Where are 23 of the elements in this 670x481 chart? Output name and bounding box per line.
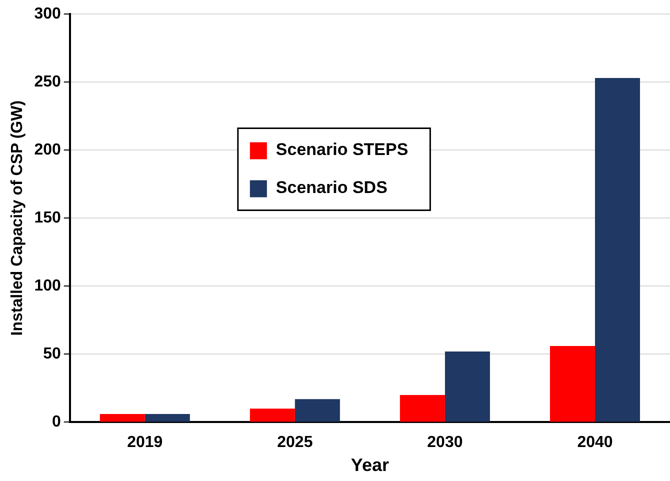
legend-label: Scenario SDS [276,178,388,197]
bar [550,346,595,422]
bar [294,399,340,422]
y-tick-label: 250 [34,73,61,90]
x-tick-label: 2040 [577,434,613,452]
x-tick-label: 2025 [277,434,313,452]
y-axis-title: Installed Capacity of CSP (GW) [9,100,26,336]
bar [100,414,145,422]
y-tick-label: 200 [34,141,61,158]
bar [400,394,445,422]
y-tick-label: 150 [34,210,61,227]
bar [144,414,190,422]
x-tick-label: 2030 [427,434,463,452]
bar [444,351,490,422]
x-tick-label: 2019 [127,434,163,452]
bar [250,408,295,422]
y-tick-label: 100 [34,278,61,295]
x-axis-title: Year [350,455,389,476]
y-tick-label: 0 [52,414,61,431]
bar [594,78,640,422]
y-tick-label: 300 [34,5,61,22]
legend-label: Scenario STEPS [276,140,408,159]
y-tick-label: 50 [43,346,61,363]
